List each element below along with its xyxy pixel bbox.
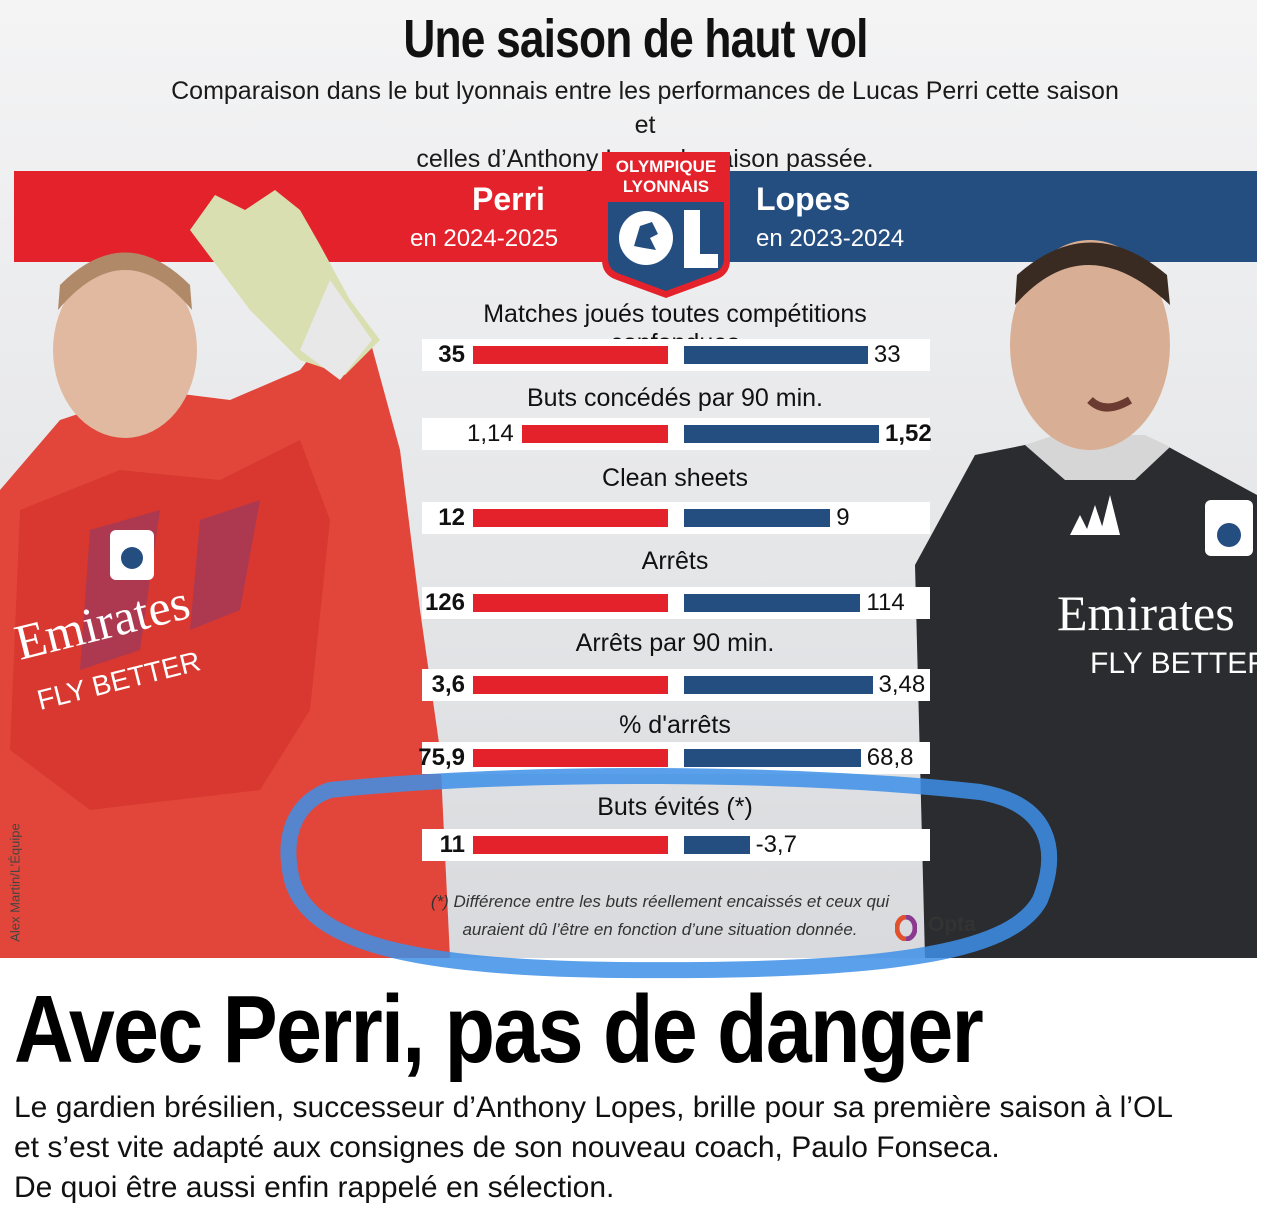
lopes-value-3: 114 (866, 589, 905, 616)
lopes-name: Lopes (756, 181, 851, 217)
perri-value-0: 35 (438, 341, 465, 368)
logo-line-2: LYONNAIS (623, 177, 709, 196)
stat-row-6: 11 -3,7 (422, 829, 930, 861)
lede-line-1: Le gardien brésilien, successeur d’Antho… (14, 1091, 1173, 1124)
olympique-lyonnais-logo: OLYMPIQUE LYONNAIS (602, 152, 730, 298)
lopes-value-1: 1,52 (885, 420, 932, 447)
perri-value-1: 1,14 (467, 420, 514, 447)
perri-bar-2 (473, 509, 668, 527)
perri-bar-1 (521, 425, 668, 443)
stat-row-0: 35 33 (422, 339, 930, 371)
infographic-title: Une saison de haut vol (403, 9, 868, 69)
logo-line-1: OLYMPIQUE (616, 157, 716, 176)
stat-label-2: Clean sheets (602, 464, 748, 492)
lopes-bar-6 (684, 836, 750, 854)
perri-value-6: 11 (439, 831, 465, 858)
opta-source: Opta (928, 913, 976, 936)
footnote-line-2: auraient dû l’être en fonction d’une sit… (462, 920, 858, 939)
stat-row-3: 126 114 (422, 587, 930, 619)
perri-bar-5 (473, 749, 668, 767)
lopes-bar-5 (684, 749, 861, 767)
lopes-value-2: 9 (836, 504, 850, 531)
lede-line-3: De quoi être aussi enfin rappelé en séle… (14, 1171, 615, 1204)
footnote-line-1: (*) Différence entre les buts réellement… (430, 892, 890, 911)
lopes-value-4: 3,48 (878, 671, 926, 698)
photo-credit: Alex Martin/L’Équipe (7, 823, 23, 942)
lopes-bar-4 (684, 676, 873, 694)
lopes-player-photo: Emirates FLY BETTER (915, 240, 1257, 958)
opta-icon (895, 915, 917, 941)
footnote: (*) Différence entre les buts réellement… (430, 888, 890, 944)
lopes-jersey-sponsor: Emirates (1057, 585, 1235, 641)
perri-season: en 2024-2025 (410, 225, 559, 252)
stat-label-3: Arrêts (641, 547, 709, 575)
stat-label-6: Buts évités (*) (597, 793, 753, 821)
lopes-bar-3 (684, 594, 861, 612)
lopes-bar-1 (684, 425, 879, 443)
perri-value-4: 3,6 (431, 671, 465, 698)
lopes-value-5: 68,8 (866, 744, 914, 771)
lopes-value-0: 33 (873, 341, 901, 368)
perri-value-2: 12 (438, 504, 465, 531)
stat-label-5: % d'arrêts (619, 711, 731, 739)
article-lede: Le gardien brésilien, successeur d’Antho… (14, 1088, 1173, 1208)
lopes-header-band (728, 171, 1257, 262)
lopes-jersey-slogan: FLY BETTER (1090, 647, 1257, 680)
stat-label-4: Arrêts par 90 min. (575, 629, 775, 657)
stat-row-1: 1,14 1,52 (422, 418, 932, 450)
stat-row-5: 75,9 68,8 (418, 742, 930, 774)
perri-bar-3 (473, 594, 668, 612)
subtitle-line-1: Comparaison dans le but lyonnais entre l… (171, 77, 1119, 139)
perri-value-5: 75,9 (418, 744, 465, 771)
lopes-bar-2 (684, 509, 831, 527)
lede-line-2: et s’est vite adapté aux consignes de so… (14, 1131, 1000, 1164)
article-headline: Avec Perri, pas de danger (14, 976, 984, 1083)
infographic: Une saison de haut vol Comparaison dans … (0, 0, 1257, 958)
stat-row-4: 3,6 3,48 (422, 669, 930, 701)
stat-row-2: 12 9 (422, 502, 930, 534)
lopes-season: en 2023-2024 (756, 225, 905, 252)
lopes-bar-0 (684, 346, 868, 364)
perri-bar-6 (473, 836, 668, 854)
perri-bar-4 (473, 676, 668, 694)
lopes-value-6: -3,7 (755, 831, 797, 858)
perri-value-3: 126 (424, 589, 465, 616)
perri-name: Perri (472, 181, 545, 217)
perri-bar-0 (473, 346, 668, 364)
perri-player-photo: Emirates FLY BETTER (0, 190, 450, 958)
stat-label-1: Buts concédés par 90 min. (527, 384, 823, 412)
